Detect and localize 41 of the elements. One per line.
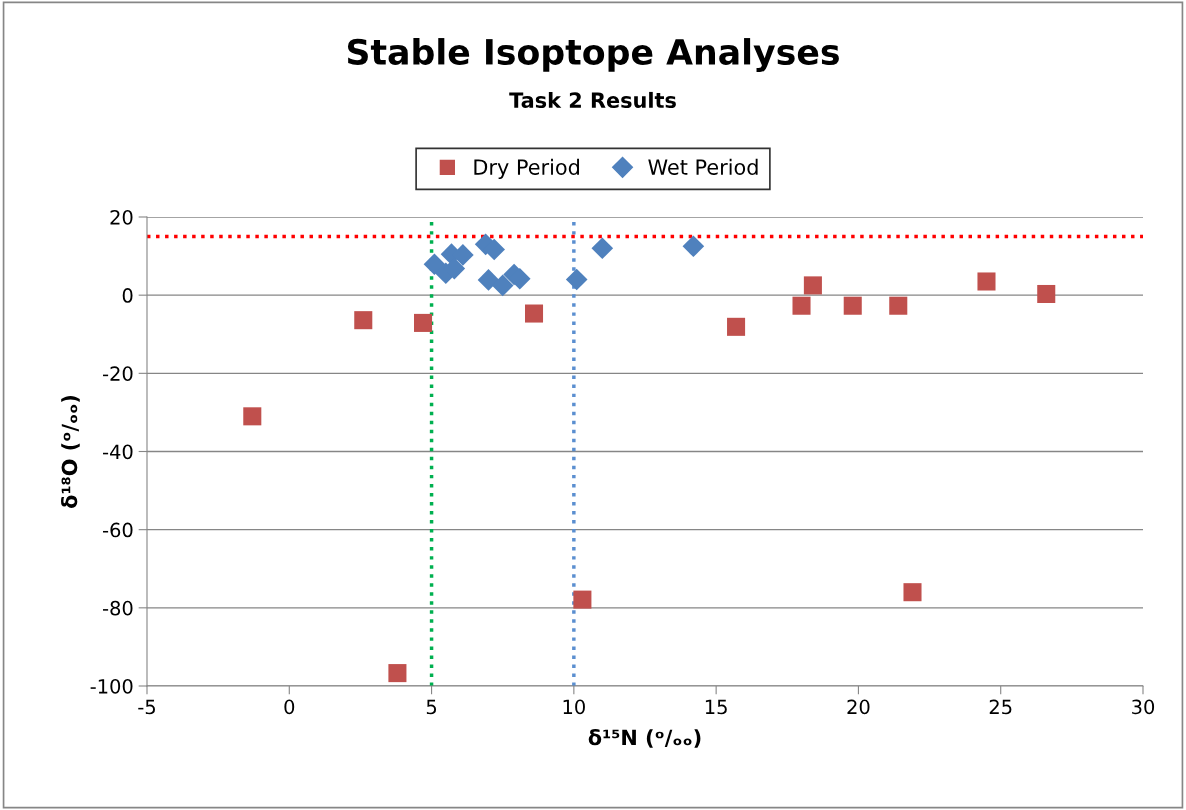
point: [524, 304, 544, 323]
point: [792, 296, 811, 315]
x-tick-label: 10: [563, 699, 585, 715]
point: [803, 276, 822, 295]
point: [682, 235, 705, 258]
chart-subtitle: Task 2 Results: [509, 91, 676, 109]
point: [414, 313, 433, 332]
point: [591, 237, 614, 260]
x-tick-label: 5: [426, 699, 437, 715]
x-tick-label: 20: [847, 699, 870, 715]
y-tick-label: -20: [103, 366, 133, 381]
y-tick-label: 0: [122, 288, 133, 303]
point: [889, 296, 908, 315]
x-axis-title: δ¹⁵N (ᵒ/ₒₒ): [588, 728, 701, 748]
y-tick-label: 20: [110, 209, 133, 225]
y-tick-label: -60: [103, 522, 133, 538]
y-tick-label: -40: [103, 444, 133, 460]
point: [903, 583, 922, 602]
y-tick-label: -80: [103, 600, 133, 616]
point: [243, 407, 262, 426]
point: [1037, 284, 1056, 304]
point: [477, 269, 500, 291]
y-tick-label: -100: [90, 678, 133, 694]
legend-label: Dry Period: [474, 158, 579, 179]
point: [565, 268, 588, 291]
x-tick-label: 30: [1132, 699, 1155, 715]
y-axis-title: δ¹⁸O (ᵒ/ₒₒ): [61, 395, 80, 508]
point: [843, 296, 862, 315]
chart-title: Stable Isoptope Analyses: [347, 38, 839, 72]
legend-label: Wet Period: [648, 158, 758, 175]
point: [423, 253, 446, 276]
point: [727, 317, 746, 336]
x-tick-label: 25: [989, 699, 1012, 715]
point: [491, 274, 514, 297]
point: [573, 590, 592, 609]
point: [354, 311, 373, 330]
x-tick-label: -5: [138, 699, 155, 715]
x-tick-label: 0: [284, 699, 295, 715]
x-tick-label: 15: [705, 699, 727, 715]
point: [977, 272, 996, 291]
point: [388, 664, 407, 683]
